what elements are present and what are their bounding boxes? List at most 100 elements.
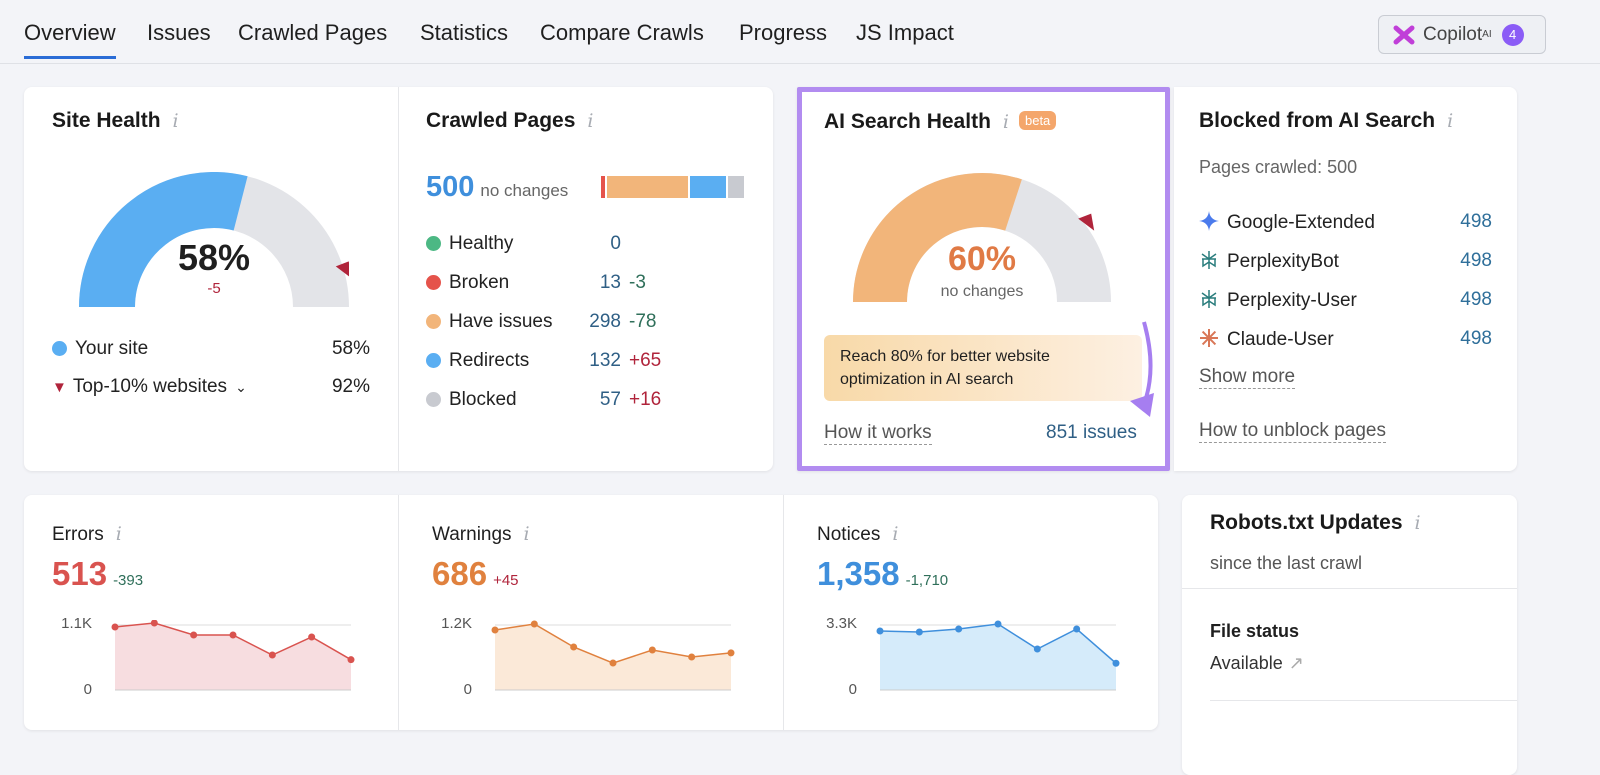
bar-segment-blocked xyxy=(728,176,745,198)
crawled-row-have-issues[interactable]: Have issues 298 -78 xyxy=(426,311,686,333)
copilot-icon xyxy=(1393,25,1415,44)
status-dot-icon xyxy=(426,353,441,368)
tab-crawled-pages[interactable]: Crawled Pages xyxy=(238,20,388,45)
data-point xyxy=(111,623,119,631)
show-more-link[interactable]: Show more xyxy=(1199,366,1296,389)
issues-link[interactable]: 851 issues xyxy=(1046,422,1137,443)
data-point xyxy=(190,631,198,639)
sparkline-chart xyxy=(491,620,735,691)
status-dot-icon xyxy=(426,392,441,407)
claude-asterisk-icon xyxy=(1199,328,1219,354)
how-to-unblock-link[interactable]: How to unblock pages xyxy=(1199,420,1386,443)
bot-row: PerplexityBot 498 xyxy=(1199,250,1492,276)
copilot-count-badge: 4 xyxy=(1501,23,1524,46)
metric-delta: +45 xyxy=(493,572,519,589)
crawled-row-broken[interactable]: Broken 13 -3 xyxy=(426,272,686,294)
purple-arrow-icon xyxy=(1130,321,1154,417)
crawled-pages-bar xyxy=(601,176,745,198)
site-health-title: Site Health i xyxy=(52,109,179,132)
data-point xyxy=(530,620,538,628)
metric-value: 513 xyxy=(52,555,108,592)
area-fill xyxy=(495,624,731,690)
pages-crawled: Pages crawled: 500 xyxy=(1199,157,1358,177)
overview-card: Site Health i 58% -5 Your site 58% ▼ Top-10… xyxy=(24,87,773,471)
crawled-row-redirects[interactable]: Redirects 132 +65 xyxy=(426,350,686,372)
data-point xyxy=(876,627,884,635)
robots-card: Robots.txt Updates i since the last crawl… xyxy=(1182,495,1517,775)
crawled-row-blocked[interactable]: Blocked 57 +16 xyxy=(426,389,686,411)
data-point xyxy=(1033,645,1041,653)
info-icon: i xyxy=(892,523,899,545)
site-health-value: 58% xyxy=(177,237,251,278)
blocked-ai-card: Blocked from AI Search i Pages crawled: 5… xyxy=(1174,87,1517,471)
beta-badge: beta xyxy=(1018,111,1057,130)
sparkline-chart xyxy=(111,620,355,691)
triangle-down-icon: ▼ xyxy=(52,379,67,396)
external-link-icon: ↗ xyxy=(1288,653,1304,673)
data-point xyxy=(491,626,499,634)
data-point xyxy=(609,659,617,667)
file-status-value[interactable]: Available ↗ xyxy=(1210,653,1304,673)
target-marker-icon xyxy=(1078,213,1095,231)
ai-health-change: no changes xyxy=(940,283,1024,300)
status-dot-icon xyxy=(426,236,441,251)
info-icon: i xyxy=(172,110,179,132)
legend-your-site: Your site 58% xyxy=(52,338,370,360)
data-point xyxy=(688,653,696,661)
tab-compare-crawls[interactable]: Compare Crawls xyxy=(540,20,704,45)
bot-row: Claude-User 498 xyxy=(1199,328,1492,354)
perplexity-icon xyxy=(1199,250,1219,276)
ai-health-tip: Reach 80% for better website optimizatio… xyxy=(824,335,1142,401)
ai-search-health-card: AI Search Health i beta 60% no changes Rea… xyxy=(797,87,1170,471)
status-dot-icon xyxy=(426,275,441,290)
file-status-label: File status xyxy=(1210,621,1300,641)
ai-health-title: AI Search Health i beta xyxy=(824,110,1057,134)
y-max-label: 1.1K xyxy=(61,615,92,632)
gemini-sparkle-icon xyxy=(1199,211,1219,237)
area-fill xyxy=(115,622,351,690)
data-point xyxy=(308,633,316,641)
info-icon: i xyxy=(1414,512,1421,534)
data-point xyxy=(994,620,1002,628)
site-health-gauge xyxy=(79,172,349,307)
metric-value: 1,358 xyxy=(817,555,900,592)
how-it-works-link[interactable]: How it works xyxy=(824,422,932,445)
crawled-row-healthy[interactable]: Healthy 0 xyxy=(426,233,686,255)
tab-overview[interactable]: Overview xyxy=(24,20,116,59)
crawled-pages-title: Crawled Pages i xyxy=(426,109,594,132)
info-icon: i xyxy=(587,110,594,132)
metric-delta: -393 xyxy=(113,572,144,589)
tab-progress[interactable]: Progress xyxy=(739,20,828,45)
bar-segment-broken xyxy=(601,176,605,198)
copilot-ai-sup: AI xyxy=(1482,29,1492,40)
crawled-total: 500 no changes xyxy=(426,171,569,203)
robots-sub: since the last crawl xyxy=(1210,553,1363,573)
copilot-button[interactable]: Copilot AI 4 xyxy=(1378,15,1546,54)
data-point xyxy=(1073,625,1081,633)
tab-bar: Overview Issues Crawled Pages Statistics… xyxy=(0,0,1600,64)
data-point xyxy=(570,643,578,651)
issues-metrics-card: Errors i 513 -393 1.1K 0 Warnings i 686 +45 1… xyxy=(24,495,1158,730)
info-icon: i xyxy=(523,523,530,545)
legend-top10[interactable]: ▼ Top-10% websites ⌄ 92% xyxy=(52,376,370,397)
y-min-label: 0 xyxy=(848,681,857,698)
robots-title: Robots.txt Updates i xyxy=(1210,511,1421,534)
info-icon: i xyxy=(1002,111,1009,133)
tab-js-impact[interactable]: JS Impact xyxy=(856,20,954,45)
copilot-label: Copilot xyxy=(1423,23,1483,45)
tab-statistics[interactable]: Statistics xyxy=(420,20,509,45)
status-dot-icon xyxy=(426,314,441,329)
data-point xyxy=(727,649,735,657)
bar-segment-redirects xyxy=(690,176,727,198)
y-max-label: 3.3K xyxy=(826,615,857,632)
blocked-title: Blocked from AI Search i xyxy=(1199,109,1454,132)
tab-issues[interactable]: Issues xyxy=(147,20,211,45)
ai-health-gauge xyxy=(853,173,1111,302)
data-point xyxy=(1112,659,1120,667)
sparkline-chart xyxy=(876,620,1120,691)
data-point xyxy=(229,631,237,639)
bot-row: Perplexity-User 498 xyxy=(1199,289,1492,315)
metric-delta: -1,710 xyxy=(905,572,949,589)
data-point xyxy=(955,625,963,633)
ai-health-value: 60% xyxy=(947,240,1017,278)
